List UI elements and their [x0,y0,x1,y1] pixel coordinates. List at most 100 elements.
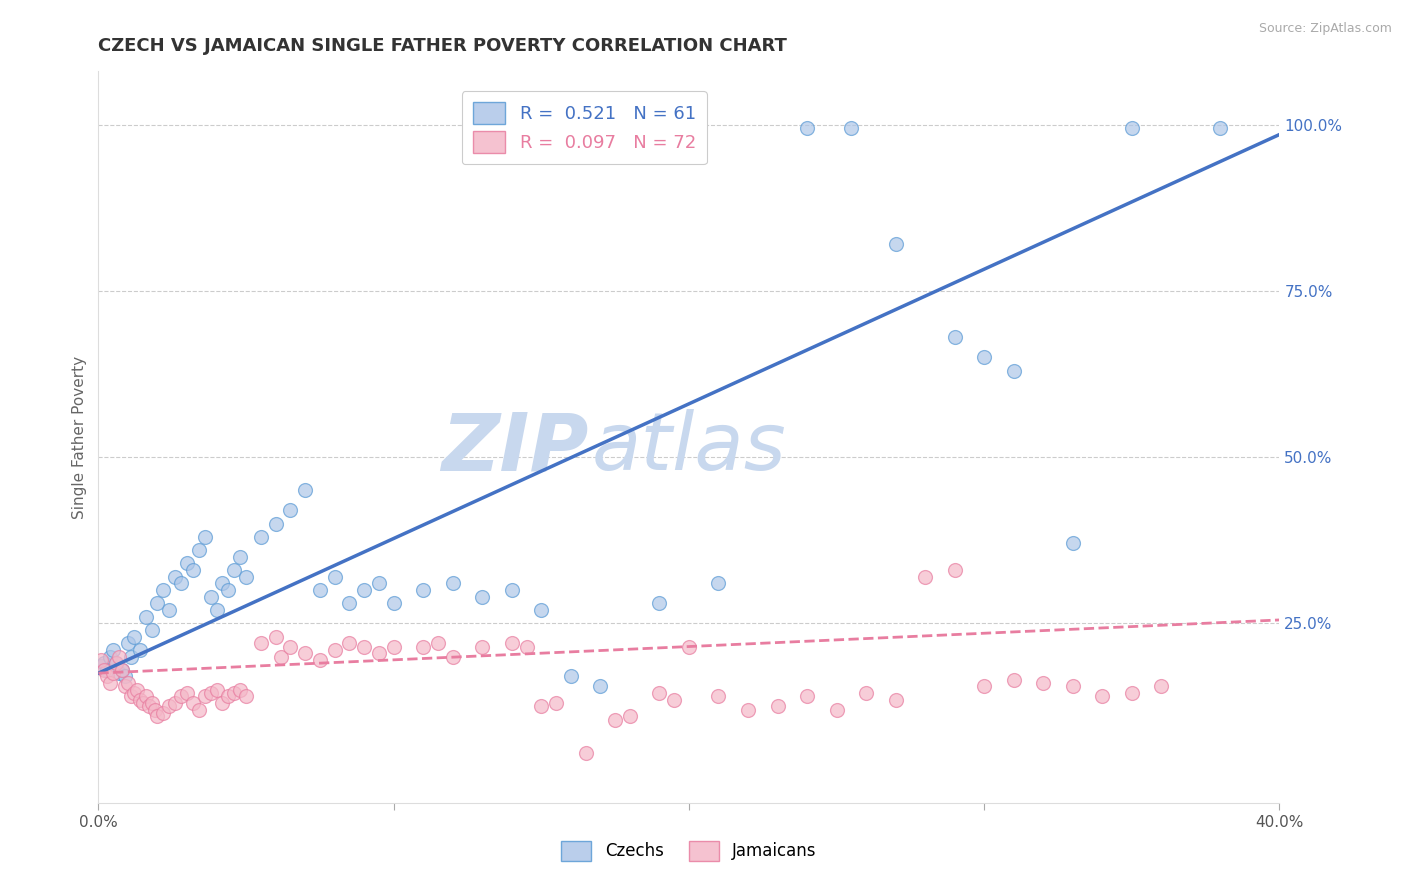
Point [353,582,375,597]
Point [884,237,907,252]
Point [90,653,112,667]
Point [120,690,142,704]
Point [560,669,582,683]
Point [205,682,228,697]
Point [1209,120,1232,135]
Point [471,590,494,604]
Point [530,603,553,617]
Point [224,563,246,577]
Point [194,530,217,544]
Point [229,549,252,564]
Point [250,636,273,650]
Point [138,699,160,714]
Point [1150,680,1173,694]
Point [1121,686,1143,700]
Point [93,663,115,677]
Point [441,576,464,591]
Point [224,686,246,700]
Point [157,603,180,617]
Point [855,686,877,700]
Point [841,120,863,135]
Point [1062,536,1084,550]
Point [973,680,995,694]
Point [103,666,125,681]
Point [211,576,233,591]
Point [943,563,966,577]
Point [796,120,818,135]
Point [619,709,641,723]
Point [135,609,157,624]
Point [128,692,150,706]
Point [323,643,346,657]
Point [93,656,115,670]
Point [270,649,292,664]
Point [648,686,671,700]
Point [471,640,494,654]
Point [382,640,405,654]
Point [1091,690,1114,704]
Point [546,696,568,710]
Point [250,530,273,544]
Point [382,596,405,610]
Point [98,676,121,690]
Point [707,576,730,591]
Y-axis label: Single Father Poverty: Single Father Poverty [72,356,87,518]
Point [105,656,128,670]
Point [117,636,139,650]
Point [122,686,145,700]
Point [441,649,464,664]
Point [1032,676,1054,690]
Point [766,699,789,714]
Point [1002,673,1025,687]
Point [664,692,686,706]
Point [235,570,257,584]
Point [165,696,187,710]
Point [264,516,287,531]
Point [211,696,233,710]
Point [737,703,759,717]
Point [678,640,700,654]
Point [280,640,302,654]
Point [339,596,361,610]
Point [884,692,907,706]
Point [146,596,169,610]
Point [943,330,966,344]
Point [589,680,612,694]
Point [530,699,553,714]
Point [122,630,145,644]
Point [648,596,671,610]
Point [353,640,375,654]
Point [96,663,118,677]
Point [205,603,228,617]
Point [141,696,163,710]
Point [157,699,180,714]
Point [217,690,239,704]
Point [825,703,848,717]
Point [368,576,391,591]
Point [309,582,332,597]
Point [170,576,193,591]
Point [143,703,166,717]
Point [114,669,136,683]
Point [605,713,627,727]
Point [309,653,332,667]
Point [181,696,204,710]
Point [98,649,121,664]
Point [1121,120,1143,135]
Point [294,646,316,660]
Point [1002,363,1025,377]
Point [1062,680,1084,694]
Point [501,636,523,650]
Point [217,582,239,597]
Point [339,636,361,650]
Point [111,663,134,677]
Point [294,483,316,498]
Point [264,630,287,644]
Legend: Czechs, Jamaicans: Czechs, Jamaicans [555,834,823,868]
Point [96,669,118,683]
Point [120,649,142,664]
Point [501,582,523,597]
Point [176,686,198,700]
Point [368,646,391,660]
Point [200,590,222,604]
